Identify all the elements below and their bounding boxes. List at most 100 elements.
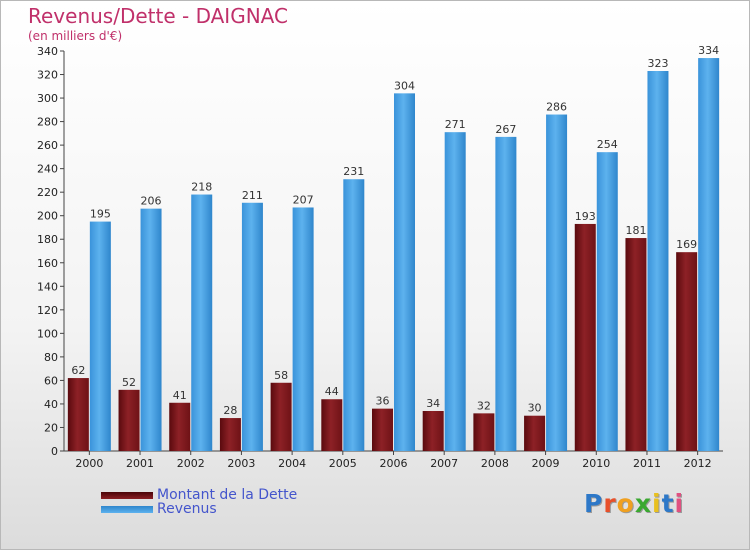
logo-letter: P: [584, 489, 604, 518]
chart-title: Revenus/Dette - DAIGNAC: [28, 4, 288, 28]
bar-debt: [574, 223, 596, 451]
data-label-debt: 169: [676, 238, 697, 251]
logo-letter: r: [603, 489, 617, 518]
y-tick-label: 240: [37, 163, 58, 176]
bar-debt: [676, 252, 698, 451]
y-tick-label: 120: [37, 304, 58, 317]
bar-revenue: [698, 58, 720, 451]
bar-debt: [67, 378, 89, 451]
x-tick-label: 2002: [177, 457, 205, 470]
x-tick-label: 2007: [430, 457, 458, 470]
proxiti-logo: Proxiti: [584, 489, 684, 518]
x-tick-label: 2008: [481, 457, 509, 470]
bar-revenue: [191, 194, 213, 451]
bar-revenue: [546, 114, 568, 451]
legend-item-revenue: Revenus: [101, 501, 217, 517]
y-tick-label: 180: [37, 233, 58, 246]
bar-revenue: [89, 221, 111, 451]
data-label-revenue: 231: [343, 165, 364, 178]
bar-debt: [219, 418, 241, 451]
data-label-debt: 44: [325, 385, 339, 398]
bar-debt: [321, 399, 343, 451]
data-label-revenue: 267: [495, 123, 516, 136]
logo-letter: o: [616, 489, 635, 518]
data-label-debt: 58: [274, 369, 288, 382]
x-tick-label: 2001: [126, 457, 154, 470]
legend-swatch-revenue: [101, 505, 153, 513]
bar-debt: [372, 408, 393, 451]
y-tick-label: 80: [44, 351, 58, 364]
logo-letter: i: [652, 489, 662, 518]
bar-debt: [169, 402, 191, 451]
y-tick-label: 280: [37, 116, 58, 129]
x-tick-label: 2004: [278, 457, 306, 470]
data-label-debt: 34: [426, 397, 440, 410]
data-label-revenue: 254: [597, 138, 618, 151]
chart-subtitle: (en milliers d'€): [28, 29, 123, 43]
legend-label-debt: Montant de la Dette: [157, 487, 298, 503]
y-tick-label: 320: [37, 69, 58, 82]
data-label-debt: 28: [223, 404, 237, 417]
data-label-debt: 30: [528, 402, 542, 415]
y-tick-label: 20: [44, 421, 58, 434]
y-tick-label: 0: [51, 445, 58, 458]
logo-letter: t: [661, 489, 675, 518]
y-tick-label: 260: [37, 139, 58, 152]
x-tick-label: 2000: [75, 457, 103, 470]
data-label-revenue: 286: [546, 101, 567, 114]
y-tick-label: 220: [37, 186, 58, 199]
legend-swatch-debt: [101, 491, 153, 499]
data-label-revenue: 334: [698, 44, 719, 57]
x-tick-label: 2006: [380, 457, 408, 470]
data-label-debt: 193: [575, 210, 596, 223]
logo-letter: x: [634, 489, 652, 518]
y-tick-label: 100: [37, 327, 58, 340]
bar-revenue: [444, 132, 466, 452]
data-label-debt: 62: [71, 364, 85, 377]
data-label-revenue: 211: [242, 189, 263, 202]
x-tick-label: 2009: [532, 457, 560, 470]
data-label-revenue: 271: [445, 118, 466, 131]
x-tick-label: 2005: [329, 457, 357, 470]
legend-item-debt: Montant de la Dette: [101, 487, 297, 503]
data-label-debt: 32: [477, 399, 491, 412]
data-label-revenue: 195: [90, 208, 111, 221]
bar-revenue: [343, 179, 365, 451]
data-label-debt: 41: [173, 389, 187, 402]
bar-debt: [422, 411, 444, 451]
y-tick-label: 160: [37, 257, 58, 270]
bar-revenue: [647, 71, 669, 451]
bar-revenue: [140, 208, 162, 451]
bar-revenue: [596, 152, 618, 452]
bar-debt: [524, 415, 546, 451]
y-tick-label: 140: [37, 280, 58, 293]
bar-revenue: [394, 93, 415, 452]
data-label-debt: 181: [625, 224, 646, 237]
data-label-revenue: 304: [394, 79, 415, 92]
y-tick-label: 40: [44, 398, 58, 411]
y-tick-label: 340: [37, 45, 58, 58]
bar-revenue: [241, 202, 263, 451]
data-label-revenue: 206: [141, 195, 162, 208]
data-label-debt: 36: [376, 395, 390, 408]
bar-debt: [270, 382, 292, 451]
bar-debt: [118, 389, 140, 451]
legend-label-revenue: Revenus: [157, 501, 217, 517]
x-tick-label: 2010: [582, 457, 610, 470]
y-tick-label: 300: [37, 92, 58, 105]
bar-revenue: [495, 136, 517, 451]
bar-debt: [473, 413, 495, 451]
y-tick-label: 60: [44, 374, 58, 387]
x-tick-label: 2012: [684, 457, 712, 470]
bar-revenue: [292, 207, 314, 451]
data-label-debt: 52: [122, 376, 136, 389]
bar-debt: [625, 238, 647, 451]
data-label-revenue: 207: [293, 193, 314, 206]
data-label-revenue: 323: [647, 57, 668, 70]
data-label-revenue: 218: [191, 181, 212, 194]
x-tick-label: 2011: [633, 457, 661, 470]
logo-letter: i: [674, 489, 685, 518]
y-tick-label: 200: [37, 210, 58, 223]
